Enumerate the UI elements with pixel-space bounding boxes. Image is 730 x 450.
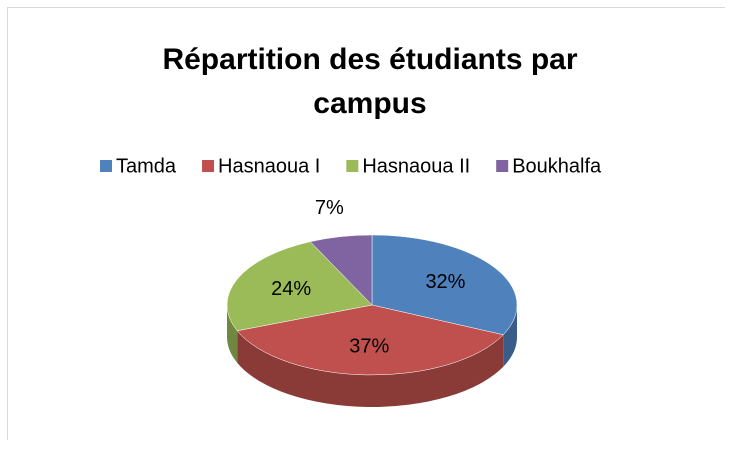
legend-swatch — [202, 160, 215, 172]
legend-label: Hasnaoua II — [362, 155, 470, 177]
legend-swatch — [496, 160, 509, 172]
legend-label: Boukhalfa — [512, 155, 602, 177]
data-label: 37% — [349, 335, 389, 357]
pie-side — [237, 330, 504, 407]
data-label: 32% — [425, 271, 465, 293]
pie-slice — [371, 234, 518, 336]
chart-title: Répartition des étudiants par campus — [162, 43, 578, 120]
legend-label: Tamda — [116, 155, 177, 177]
data-label: 24% — [271, 278, 311, 300]
data-label: 7% — [315, 197, 344, 219]
pie-side — [227, 305, 238, 363]
chart-frame — [7, 7, 725, 440]
pie-slice — [226, 241, 373, 332]
legend-swatch — [100, 160, 112, 172]
pie-slice — [236, 304, 504, 376]
legend-label: Hasnaoua I — [218, 155, 320, 177]
pie-slice — [309, 234, 373, 306]
legend-swatch — [346, 160, 359, 172]
